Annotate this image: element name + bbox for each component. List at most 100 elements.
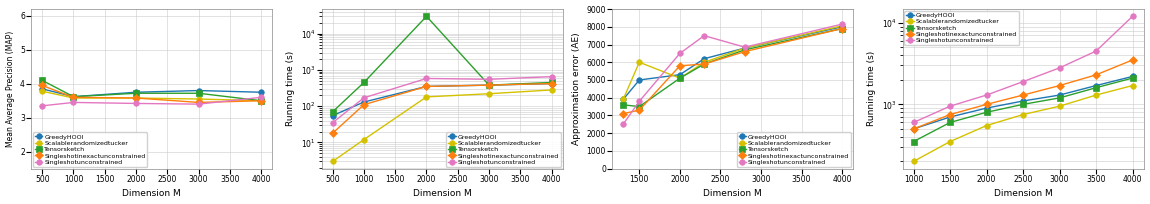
Tensorsketch bbox=[1089, 86, 1103, 89]
Singleshotinexactunconstrained bbox=[482, 84, 496, 86]
Singleshotunconstrained bbox=[616, 123, 630, 125]
Singleshotunconstrained bbox=[697, 34, 711, 37]
Line: GreedyHOOI: GreedyHOOI bbox=[620, 24, 845, 102]
Singleshotunconstrained bbox=[1017, 80, 1030, 83]
Tensorsketch bbox=[325, 111, 339, 113]
Singleshotunconstrained bbox=[943, 105, 957, 107]
Scalablerandomizedtucker bbox=[129, 97, 143, 99]
GreedyHOOI bbox=[67, 95, 80, 98]
Singleshotunconstrained bbox=[325, 121, 339, 124]
GreedyHOOI bbox=[325, 114, 339, 117]
Line: Singleshotunconstrained: Singleshotunconstrained bbox=[911, 13, 1135, 125]
Tensorsketch bbox=[738, 49, 752, 51]
Tensorsketch bbox=[835, 27, 849, 30]
Tensorsketch bbox=[906, 140, 920, 143]
Tensorsketch bbox=[1017, 103, 1030, 106]
GreedyHOOI bbox=[192, 89, 206, 92]
Scalablerandomizedtucker bbox=[738, 47, 752, 49]
Tensorsketch bbox=[616, 104, 630, 106]
Line: GreedyHOOI: GreedyHOOI bbox=[39, 86, 264, 99]
X-axis label: Dimension M: Dimension M bbox=[994, 190, 1052, 198]
Legend: GreedyHOOI, Scalablerandomizedtucker, Tensorsketch, Singleshotinexactunconstrain: GreedyHOOI, Scalablerandomizedtucker, Te… bbox=[737, 132, 851, 167]
GreedyHOOI bbox=[356, 101, 370, 103]
Singleshotunconstrained bbox=[1052, 67, 1066, 69]
Scalablerandomizedtucker bbox=[632, 61, 646, 63]
GreedyHOOI bbox=[1126, 75, 1140, 78]
Singleshotinexactunconstrained bbox=[420, 85, 434, 88]
Tensorsketch bbox=[192, 92, 206, 94]
Singleshotinexactunconstrained bbox=[1052, 84, 1066, 87]
GreedyHOOI bbox=[36, 88, 49, 90]
Tensorsketch bbox=[697, 63, 711, 65]
Singleshotunconstrained bbox=[67, 101, 80, 104]
X-axis label: Dimension M: Dimension M bbox=[703, 190, 762, 198]
X-axis label: Dimension M: Dimension M bbox=[122, 190, 181, 198]
Tensorsketch bbox=[1126, 77, 1140, 79]
Scalablerandomizedtucker bbox=[192, 98, 206, 100]
Scalablerandomizedtucker bbox=[673, 77, 687, 79]
Line: GreedyHOOI: GreedyHOOI bbox=[330, 81, 554, 118]
Line: Singleshotinexactunconstrained: Singleshotinexactunconstrained bbox=[620, 26, 845, 116]
GreedyHOOI bbox=[545, 82, 559, 85]
Singleshotinexactunconstrained bbox=[906, 128, 920, 130]
Scalablerandomizedtucker bbox=[1126, 84, 1140, 87]
GreedyHOOI bbox=[906, 128, 920, 130]
Singleshotunconstrained bbox=[36, 105, 49, 107]
Singleshotunconstrained bbox=[129, 102, 143, 105]
Tensorsketch bbox=[980, 111, 994, 113]
Singleshotinexactunconstrained bbox=[943, 113, 957, 116]
Scalablerandomizedtucker bbox=[906, 160, 920, 163]
Singleshotinexactunconstrained bbox=[673, 65, 687, 67]
Singleshotinexactunconstrained bbox=[1089, 74, 1103, 76]
Line: Singleshotinexactunconstrained: Singleshotinexactunconstrained bbox=[39, 83, 264, 105]
Tensorsketch bbox=[673, 77, 687, 79]
Singleshotunconstrained bbox=[673, 52, 687, 55]
Y-axis label: Approximation error (AE): Approximation error (AE) bbox=[572, 32, 581, 145]
Scalablerandomizedtucker bbox=[1052, 105, 1066, 107]
Singleshotinexactunconstrained bbox=[697, 63, 711, 65]
Singleshotinexactunconstrained bbox=[129, 97, 143, 99]
Scalablerandomizedtucker bbox=[835, 25, 849, 27]
Scalablerandomizedtucker bbox=[36, 90, 49, 92]
Line: Tensorsketch: Tensorsketch bbox=[620, 25, 845, 110]
GreedyHOOI bbox=[420, 85, 434, 88]
Singleshotunconstrained bbox=[420, 77, 434, 80]
GreedyHOOI bbox=[697, 58, 711, 60]
Scalablerandomizedtucker bbox=[356, 138, 370, 141]
Line: Singleshotinexactunconstrained: Singleshotinexactunconstrained bbox=[330, 81, 554, 136]
Singleshotinexactunconstrained bbox=[616, 112, 630, 115]
Singleshotunconstrained bbox=[738, 46, 752, 48]
Line: Scalablerandomizedtucker: Scalablerandomizedtucker bbox=[39, 89, 264, 103]
Singleshotinexactunconstrained bbox=[980, 103, 994, 106]
GreedyHOOI bbox=[482, 84, 496, 86]
Legend: GreedyHOOI, Scalablerandomizedtucker, Tensorsketch, Singleshotinexactunconstrain: GreedyHOOI, Scalablerandomizedtucker, Te… bbox=[446, 132, 561, 167]
Tensorsketch bbox=[356, 81, 370, 84]
Tensorsketch bbox=[67, 95, 80, 98]
Scalablerandomizedtucker bbox=[943, 140, 957, 143]
Singleshotunconstrained bbox=[482, 78, 496, 81]
Singleshotunconstrained bbox=[356, 96, 370, 99]
Scalablerandomizedtucker bbox=[67, 97, 80, 99]
Singleshotinexactunconstrained bbox=[67, 96, 80, 99]
Y-axis label: Running time (s): Running time (s) bbox=[867, 51, 876, 126]
Singleshotunconstrained bbox=[980, 94, 994, 96]
GreedyHOOI bbox=[943, 116, 957, 118]
Y-axis label: Mean Average Precision (MAP): Mean Average Precision (MAP) bbox=[6, 31, 15, 147]
Scalablerandomizedtucker bbox=[482, 92, 496, 95]
Tensorsketch bbox=[36, 79, 49, 82]
Singleshotinexactunconstrained bbox=[36, 84, 49, 87]
Scalablerandomizedtucker bbox=[1017, 113, 1030, 116]
Singleshotinexactunconstrained bbox=[1126, 59, 1140, 61]
Singleshotunconstrained bbox=[632, 100, 646, 102]
Legend: GreedyHOOI, Scalablerandomizedtucker, Tensorsketch, Singleshotinexactunconstrain: GreedyHOOI, Scalablerandomizedtucker, Te… bbox=[905, 11, 1019, 45]
GreedyHOOI bbox=[738, 47, 752, 49]
Scalablerandomizedtucker bbox=[1089, 94, 1103, 96]
Singleshotinexactunconstrained bbox=[835, 27, 849, 30]
Scalablerandomizedtucker bbox=[697, 61, 711, 63]
Singleshotinexactunconstrained bbox=[738, 50, 752, 53]
Tensorsketch bbox=[632, 105, 646, 108]
Line: Singleshotinexactunconstrained: Singleshotinexactunconstrained bbox=[911, 57, 1135, 132]
Tensorsketch bbox=[482, 84, 496, 86]
Line: Singleshotunconstrained: Singleshotunconstrained bbox=[620, 21, 845, 127]
Tensorsketch bbox=[420, 15, 434, 18]
